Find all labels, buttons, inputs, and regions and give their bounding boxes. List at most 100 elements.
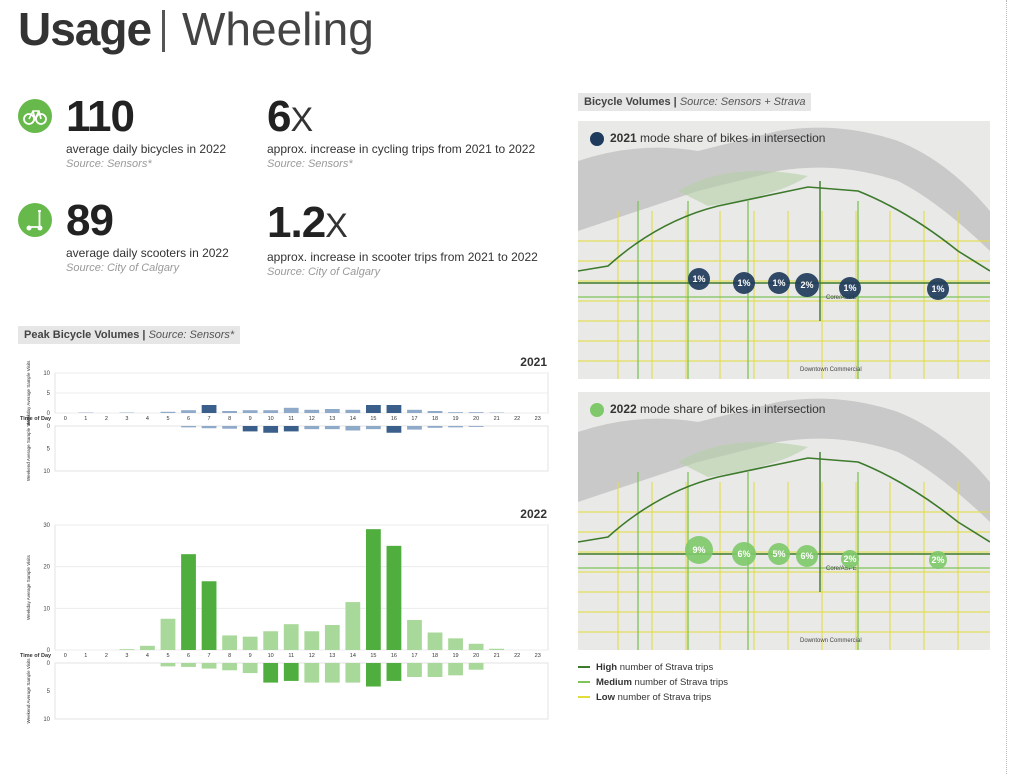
x-tick-label: 23 — [535, 653, 541, 659]
x-tick-label: 10 — [268, 416, 274, 422]
weekend-bar — [407, 426, 422, 430]
weekday-bar — [448, 638, 463, 650]
mode-share-bubble — [839, 277, 861, 299]
x-tick-label: 13 — [329, 653, 335, 659]
weekday-bar — [304, 409, 320, 413]
weekday-bar — [222, 411, 237, 413]
x-tick-label: 17 — [411, 653, 417, 659]
mode-share-bubble — [688, 268, 710, 290]
mode-share-bubble — [927, 278, 949, 300]
weekend-bar — [468, 426, 484, 427]
weekend-plot-frame — [54, 662, 549, 720]
x-tick-label: 10 — [268, 653, 274, 659]
weekend-bar — [263, 663, 279, 683]
weekday-bar — [242, 636, 258, 650]
mode-share-value: 1% — [692, 274, 705, 284]
x-tick-label: 1 — [84, 653, 87, 659]
mode-share-bubble — [929, 551, 947, 569]
weekday-bar — [201, 581, 217, 650]
weekday-bar — [283, 624, 299, 650]
weekend-bar — [242, 663, 258, 674]
weekday-bar — [345, 409, 361, 413]
map-2022-caption: 2022 mode share of bikes in intersection — [590, 402, 825, 417]
weekend-bar — [468, 663, 484, 670]
mode-share-value: 1% — [772, 278, 785, 288]
mode-share-bubble — [768, 543, 790, 565]
x-tick-label: 3 — [125, 653, 128, 659]
stat-scooter-increase-label: approx. increase in scooter trips from 2… — [267, 250, 538, 264]
x-tick-label: 5 — [166, 416, 169, 422]
mode-share-value: 5% — [772, 549, 785, 559]
peak-volumes-label: Peak Bicycle Volumes | Source: Sensors* — [18, 326, 241, 344]
map-area-label: Core/ASPE — [826, 295, 857, 301]
weekday-bar — [345, 602, 361, 650]
weekend-bar — [324, 663, 340, 683]
weekend-bar — [201, 426, 217, 429]
map-2022-streets: Core/ASPE Downtown Commercial 9% 6% 5% 6% 2% 2% — [578, 398, 990, 650]
weekday-bar — [140, 645, 155, 650]
weekday-tick-label: 0 — [47, 411, 51, 417]
river-area — [578, 398, 990, 522]
scooter-icon — [18, 203, 52, 237]
weekday-bar — [119, 649, 135, 650]
weekday-bar — [160, 411, 176, 413]
x-tick-label: 15 — [370, 653, 376, 659]
chart-year-title: 2022 — [520, 507, 547, 521]
mode-share-bubble — [841, 550, 859, 568]
chart-year-title: 2021 — [520, 355, 547, 369]
x-tick-label: 8 — [228, 416, 231, 422]
weekday-bar — [242, 410, 258, 413]
weekend-axis-label: Weekend Average Sample Visits — [26, 658, 31, 724]
x-tick-label: 1 — [84, 416, 87, 422]
weekend-bar — [345, 663, 361, 683]
x-tick-label: 9 — [249, 416, 252, 422]
weekend-bar — [242, 426, 258, 432]
mode-share-bubble — [685, 536, 713, 564]
weekday-tick-label: 20 — [43, 565, 50, 571]
page-edge-divider — [1006, 0, 1007, 774]
weekend-bar — [201, 663, 217, 669]
x-tick-label: 11 — [288, 416, 294, 422]
x-tick-label: 13 — [329, 416, 335, 422]
stat-cycling-increase-label: approx. increase in cycling trips from 2… — [267, 142, 536, 156]
x-tick-label: 16 — [391, 416, 397, 422]
map-area-label: Downtown Commercial — [800, 638, 862, 644]
weekday-bar — [160, 618, 176, 650]
weekend-bar — [345, 426, 361, 431]
x-tick-label: 2 — [105, 416, 108, 422]
weekday-bar — [489, 648, 505, 650]
weekend-bar — [407, 663, 422, 677]
weekend-bar — [324, 426, 340, 430]
mode-share-value: 2% — [931, 555, 944, 565]
weekend-bar — [304, 663, 320, 683]
weekday-bar — [366, 529, 381, 650]
stat-scooter-increase-source: Source: City of Calgary — [267, 266, 381, 278]
mode-share-bubble — [733, 272, 755, 294]
weekday-bar — [448, 412, 463, 413]
weekday-bar — [304, 631, 320, 650]
x-tick-label: 12 — [309, 416, 315, 422]
page-title: Usage — [18, 3, 152, 55]
stat-cycling-increase-source: Source: Sensors* — [267, 158, 353, 170]
weekday-bar — [263, 410, 279, 413]
x-tick-label: 20 — [473, 416, 479, 422]
bicycle-icon — [18, 99, 52, 133]
mode-share-value: 1% — [931, 284, 944, 294]
weekday-bar — [468, 412, 484, 413]
mode-share-value: 1% — [737, 278, 750, 288]
x-tick-label: 18 — [432, 416, 438, 422]
weekend-bar — [181, 426, 196, 428]
weekday-bar — [366, 405, 381, 413]
x-tick-label: 3 — [125, 416, 128, 422]
x-axis-label: Time of Day — [20, 653, 52, 659]
weekday-plot-frame — [54, 524, 549, 651]
map-2022: Core/ASPE Downtown Commercial 9% 6% 5% 6% 2% 2%… — [578, 392, 990, 650]
x-tick-label: 21 — [494, 416, 500, 422]
legend-high: High number of Strava trips — [578, 662, 713, 673]
weekend-bar — [160, 663, 176, 667]
weekend-bar — [366, 426, 381, 430]
bicycle-volumes-label: Bicycle Volumes | Source: Sensors + Stra… — [578, 93, 812, 111]
map-2021: Core/ASPE Downtown Commercial 1% 1% 1% 2% 1% 1%… — [578, 121, 990, 379]
weekend-bar — [304, 426, 320, 430]
park-area — [678, 171, 808, 206]
